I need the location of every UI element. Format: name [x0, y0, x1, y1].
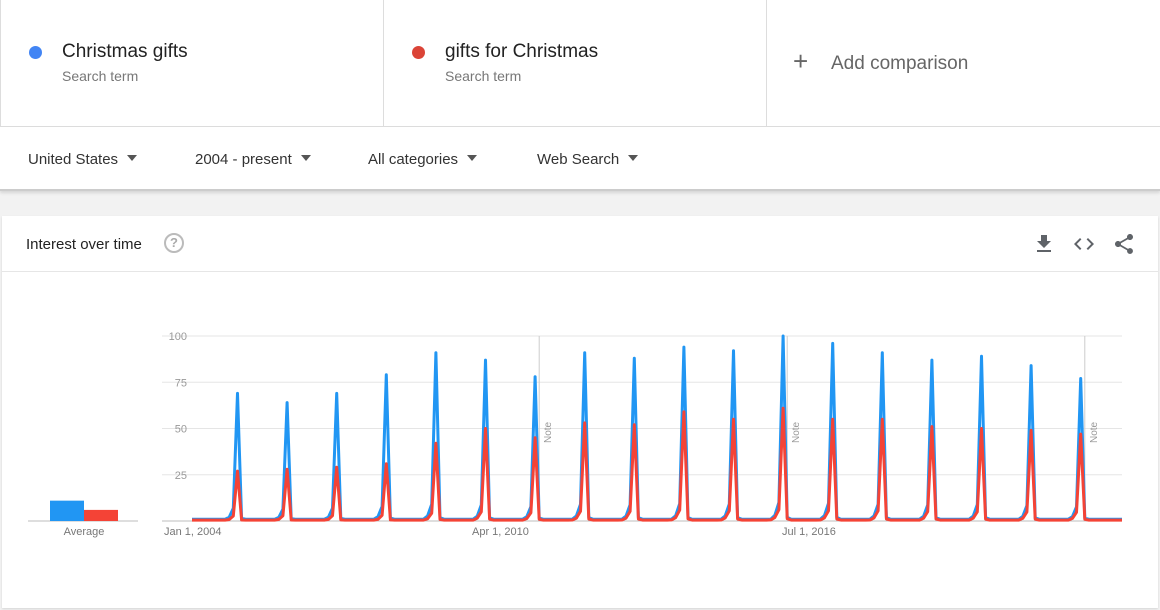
search-type-label: Web Search: [537, 151, 620, 168]
chevron-down-icon: [467, 155, 478, 161]
region-dropdown[interactable]: United States: [28, 151, 138, 168]
time-range-label: 2004 - present: [195, 151, 292, 168]
share-icon[interactable]: [1112, 232, 1136, 256]
embed-code-icon[interactable]: [1072, 232, 1096, 256]
x-tick-label: Jan 1, 2004: [164, 526, 222, 538]
filter-bar: United States 2004 - present All categor…: [0, 127, 1160, 191]
interest-chart[interactable]: Note Note Note 100 75 50 25 Jan 1, 2004 Apr 1, …: [2, 272, 1158, 608]
chevron-down-icon: [300, 155, 311, 161]
average-bar-christmas-gifts: [50, 500, 84, 521]
term-type: Search term: [445, 68, 522, 84]
term-card-gifts-for-christmas[interactable]: gifts for Christmas Search term: [383, 0, 767, 127]
download-icon[interactable]: [1032, 232, 1056, 256]
category-label: All categories: [368, 151, 459, 168]
help-icon[interactable]: ?: [164, 233, 184, 253]
term-card-christmas-gifts[interactable]: Christmas gifts Search term: [0, 0, 384, 127]
y-tick-label: 100: [169, 331, 187, 343]
series-line-gifts-for-christmas: [192, 406, 1122, 522]
comparison-terms-bar: Christmas gifts Search term gifts for Ch…: [0, 0, 1160, 127]
average-label: Average: [64, 526, 105, 538]
term-color-dot: [412, 46, 425, 59]
y-tick-label: 50: [175, 424, 187, 436]
x-tick-label: Apr 1, 2010: [472, 526, 529, 538]
chevron-down-icon: [628, 155, 639, 161]
y-tick-label: 75: [175, 377, 187, 389]
term-color-dot: [29, 46, 42, 59]
y-tick-label: 25: [175, 470, 187, 482]
note-label: Note: [543, 421, 554, 443]
category-dropdown[interactable]: All categories: [368, 151, 478, 168]
chevron-down-icon: [127, 155, 138, 161]
card-header: Interest over time ?: [2, 216, 1158, 272]
interest-over-time-card: Interest over time ? Note Note Note 100 75 5…: [2, 216, 1158, 608]
term-type: Search term: [62, 68, 139, 84]
average-bar-gifts-for-christmas: [84, 509, 118, 521]
note-label: Note: [1089, 421, 1100, 443]
term-name: gifts for Christmas: [445, 41, 599, 62]
add-comparison-label: Add comparison: [831, 53, 969, 74]
add-comparison-button[interactable]: + Add comparison: [767, 0, 1160, 127]
time-range-dropdown[interactable]: 2004 - present: [195, 151, 311, 168]
x-tick-label: Jul 1, 2016: [782, 526, 836, 538]
search-type-dropdown[interactable]: Web Search: [537, 151, 639, 168]
note-label: Note: [791, 421, 802, 443]
term-name: Christmas gifts: [62, 41, 188, 62]
card-title: Interest over time: [26, 236, 142, 253]
plus-icon: +: [793, 46, 809, 76]
region-label: United States: [28, 151, 119, 168]
